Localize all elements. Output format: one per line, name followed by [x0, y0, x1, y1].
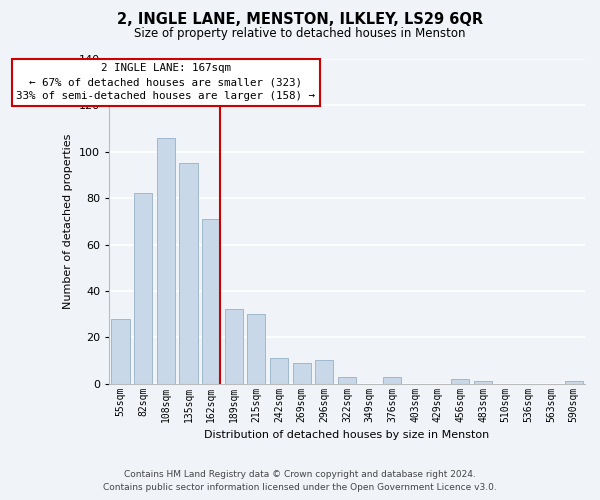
X-axis label: Distribution of detached houses by size in Menston: Distribution of detached houses by size …	[205, 430, 490, 440]
Bar	[451, 379, 469, 384]
Bar	[202, 219, 220, 384]
Bar	[134, 194, 152, 384]
Bar	[179, 164, 197, 384]
Bar	[565, 382, 583, 384]
Bar	[383, 376, 401, 384]
Text: Size of property relative to detached houses in Menston: Size of property relative to detached ho…	[134, 28, 466, 40]
Bar	[112, 318, 130, 384]
Y-axis label: Number of detached properties: Number of detached properties	[64, 134, 73, 309]
Bar	[338, 376, 356, 384]
Bar	[316, 360, 334, 384]
Bar	[474, 382, 492, 384]
Text: Contains HM Land Registry data © Crown copyright and database right 2024.
Contai: Contains HM Land Registry data © Crown c…	[103, 470, 497, 492]
Text: 2 INGLE LANE: 167sqm
← 67% of detached houses are smaller (323)
33% of semi-deta: 2 INGLE LANE: 167sqm ← 67% of detached h…	[16, 63, 315, 101]
Bar	[157, 138, 175, 384]
Bar	[247, 314, 265, 384]
Bar	[225, 310, 243, 384]
Text: 2, INGLE LANE, MENSTON, ILKLEY, LS29 6QR: 2, INGLE LANE, MENSTON, ILKLEY, LS29 6QR	[117, 12, 483, 28]
Bar	[293, 363, 311, 384]
Bar	[270, 358, 288, 384]
